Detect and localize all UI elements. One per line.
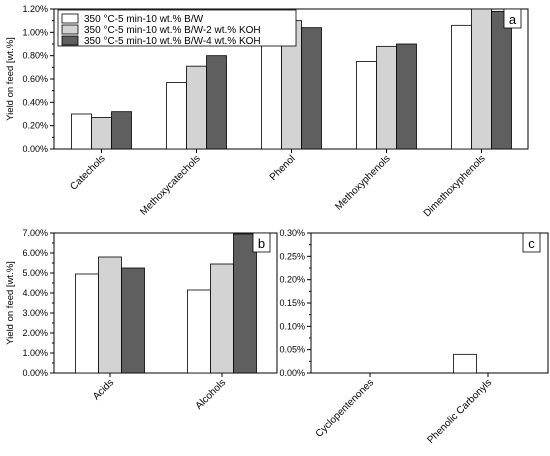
y-tick-label: 3.00%	[22, 308, 48, 318]
y-axis-label: Yield on feed [wt.%]	[5, 37, 16, 121]
category-label: Methoxyphenols	[333, 153, 392, 212]
category-label: Dimethoxyphenols	[422, 153, 488, 219]
y-tick-label: 0.30%	[279, 228, 305, 238]
bar-a-3-2	[396, 43, 417, 150]
y-tick-label: 0.05%	[279, 345, 305, 355]
bar-b-1-2	[233, 233, 257, 374]
bar-a-1-0	[166, 82, 187, 150]
category-label: Phenol	[268, 153, 298, 183]
bar-a-1-1	[186, 65, 207, 150]
y-tick-label: 0.00%	[22, 144, 48, 154]
bar-a-3-1	[376, 45, 397, 150]
legend-box	[57, 9, 297, 47]
bar-a-0-1	[91, 117, 112, 150]
y-tick-label: 0.20%	[279, 275, 305, 285]
category-label: Methoxycatechols	[138, 153, 202, 217]
y-tick-label: 0.60%	[22, 74, 48, 84]
panel-a: 0.00% 0.20% 0.40% 0.60% 0.80% 1.00% 1.20% Yield…	[5, 4, 529, 219]
y-tick-label: 4.00%	[22, 288, 48, 298]
bar-a-2-2	[301, 27, 322, 150]
panel-label: c	[528, 236, 535, 251]
bar-b-0-0	[75, 273, 99, 374]
panel-c: 0.00% 0.05% 0.10% 0.15% 0.20% 0.25% 0.30% Cyclo…	[279, 228, 549, 446]
legend-entry-0: 350 °C-5 min-10 wt.% B/W	[84, 14, 204, 25]
category-label: Acids	[91, 377, 116, 402]
y-tick-label: 0.25%	[279, 251, 305, 261]
bar-a-3-0	[356, 61, 377, 150]
legend-swatch-0	[61, 13, 79, 24]
panel-label-box	[252, 232, 271, 253]
bar-a-4-1	[471, 8, 492, 150]
legend-entry-2: 350 °C-5 min-10 wt.% B/W-4 wt.% KOH	[84, 36, 261, 47]
y-tick-label: 2.00%	[22, 328, 48, 338]
panel-label-box	[503, 8, 522, 29]
y-tick-label: 6.00%	[22, 248, 48, 258]
y-tick-label: 0.15%	[279, 298, 305, 308]
bar-a-4-0	[451, 24, 472, 150]
bar-a-0-2	[111, 111, 132, 150]
panel-label: b	[258, 236, 265, 251]
y-tick-label: 1.00%	[22, 27, 48, 37]
bar-b-0-1	[98, 256, 122, 374]
bar-c-1-0	[453, 353, 477, 374]
y-tick-label: 0.20%	[22, 121, 48, 131]
panel-label-box	[522, 232, 541, 253]
category-label: Alcohols	[194, 377, 229, 412]
y-tick-label: 0.80%	[22, 51, 48, 61]
y-tick-label: 0.10%	[279, 321, 305, 331]
y-tick-label: 0.40%	[22, 97, 48, 107]
legend-swatch-2	[61, 35, 79, 46]
category-label: Catechols	[68, 153, 107, 192]
legend-swatch-1	[61, 24, 79, 35]
y-axis-label: Yield on feed [wt.%]	[5, 261, 16, 345]
y-tick-label: 0.00%	[22, 368, 48, 378]
legend-entry-1: 350 °C-5 min-10 wt.% B/W-2 wt.% KOH	[84, 25, 261, 36]
y-tick-label: 5.00%	[22, 268, 48, 278]
y-tick-label: 1.00%	[22, 348, 48, 358]
bar-a-1-2	[206, 55, 227, 150]
bar-b-1-1	[210, 263, 234, 374]
bar-b-1-0	[187, 289, 211, 374]
y-tick-label: 7.00%	[22, 228, 48, 238]
panel-label: a	[509, 12, 517, 27]
category-label: Cyclopentenones	[314, 377, 376, 439]
bar-a-0-0	[71, 113, 92, 150]
plot-frame	[310, 232, 549, 374]
panel-b: 0.00% 1.00% 2.00% 3.00% 4.00% 5.00% 6.00% 7.00%…	[5, 228, 278, 412]
bar-b-0-2	[121, 267, 145, 374]
y-tick-label: 1.20%	[22, 4, 48, 14]
category-label: Phenolic Carbonyls	[425, 377, 494, 446]
y-tick-label: 0.00%	[279, 368, 305, 378]
bar-a-2-0	[261, 31, 282, 150]
bar-a-4-2	[491, 10, 512, 150]
